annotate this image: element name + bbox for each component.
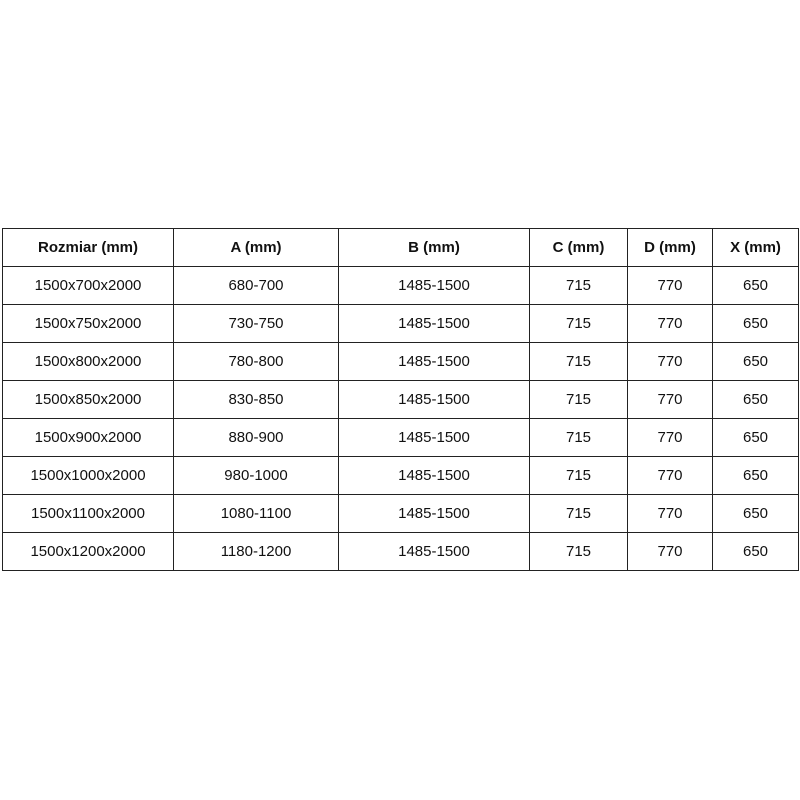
table-cell: 650 (712, 418, 799, 457)
table-cell: 880-900 (173, 418, 339, 457)
table-cell: 650 (712, 494, 799, 533)
column-header: Rozmiar (mm) (2, 228, 174, 267)
table-row: 1500x800x2000 780-800 1485-1500 715 770 650 (2, 342, 799, 381)
table-cell: 1485-1500 (338, 342, 530, 381)
table-cell: 1500x750x2000 (2, 304, 174, 343)
table-cell: 715 (529, 532, 628, 571)
table-cell: 730-750 (173, 304, 339, 343)
table-cell: 1485-1500 (338, 456, 530, 495)
table-cell: 715 (529, 342, 628, 381)
table-cell: 1485-1500 (338, 266, 530, 305)
table-cell: 1500x1000x2000 (2, 456, 174, 495)
table-cell: 650 (712, 456, 799, 495)
column-header: D (mm) (627, 228, 713, 267)
table-cell: 1500x800x2000 (2, 342, 174, 381)
table-cell: 1500x1200x2000 (2, 532, 174, 571)
table-cell: 1500x900x2000 (2, 418, 174, 457)
table-cell: 715 (529, 266, 628, 305)
table-cell: 1485-1500 (338, 532, 530, 571)
table-cell: 770 (627, 380, 713, 419)
table-cell: 1485-1500 (338, 304, 530, 343)
table-row: 1500x700x2000 680-700 1485-1500 715 770 650 (2, 266, 799, 305)
table-cell: 830-850 (173, 380, 339, 419)
table-cell: 1485-1500 (338, 380, 530, 419)
table-cell: 1500x700x2000 (2, 266, 174, 305)
table-cell: 715 (529, 304, 628, 343)
table-cell: 650 (712, 532, 799, 571)
table-cell: 1485-1500 (338, 418, 530, 457)
table-cell: 1485-1500 (338, 494, 530, 533)
table-row: 1500x750x2000 730-750 1485-1500 715 770 650 (2, 304, 799, 343)
table-row: 1500x850x2000 830-850 1485-1500 715 770 650 (2, 380, 799, 419)
column-header: B (mm) (338, 228, 530, 267)
table-cell: 770 (627, 342, 713, 381)
table-cell: 715 (529, 456, 628, 495)
table-cell: 770 (627, 532, 713, 571)
dimensions-table: Rozmiar (mm) A (mm) B (mm) C (mm) D (mm) X (m… (2, 228, 799, 571)
table-cell: 650 (712, 304, 799, 343)
table-cell: 715 (529, 418, 628, 457)
column-header: X (mm) (712, 228, 799, 267)
table-row: 1500x1000x2000 980-1000 1485-1500 715 770 650 (2, 456, 799, 495)
table-cell: 1080-1100 (173, 494, 339, 533)
header-row: Rozmiar (mm) A (mm) B (mm) C (mm) D (mm) X (m… (2, 228, 799, 267)
table-cell: 780-800 (173, 342, 339, 381)
table-row: 1500x1200x2000 1180-1200 1485-1500 715 770 65… (2, 532, 799, 571)
table-cell: 770 (627, 456, 713, 495)
table-cell: 980-1000 (173, 456, 339, 495)
column-header: A (mm) (173, 228, 339, 267)
table-row: 1500x900x2000 880-900 1485-1500 715 770 650 (2, 418, 799, 457)
table-cell: 770 (627, 304, 713, 343)
table-cell: 680-700 (173, 266, 339, 305)
table-cell: 770 (627, 494, 713, 533)
table-cell: 650 (712, 342, 799, 381)
table-cell: 770 (627, 266, 713, 305)
table-cell: 1180-1200 (173, 532, 339, 571)
table-cell: 715 (529, 380, 628, 419)
table-cell: 715 (529, 494, 628, 533)
table-cell: 650 (712, 266, 799, 305)
column-header: C (mm) (529, 228, 628, 267)
table-cell: 650 (712, 380, 799, 419)
table-cell: 1500x850x2000 (2, 380, 174, 419)
table-row: 1500x1100x2000 1080-1100 1485-1500 715 770 65… (2, 494, 799, 533)
table-cell: 1500x1100x2000 (2, 494, 174, 533)
table-cell: 770 (627, 418, 713, 457)
